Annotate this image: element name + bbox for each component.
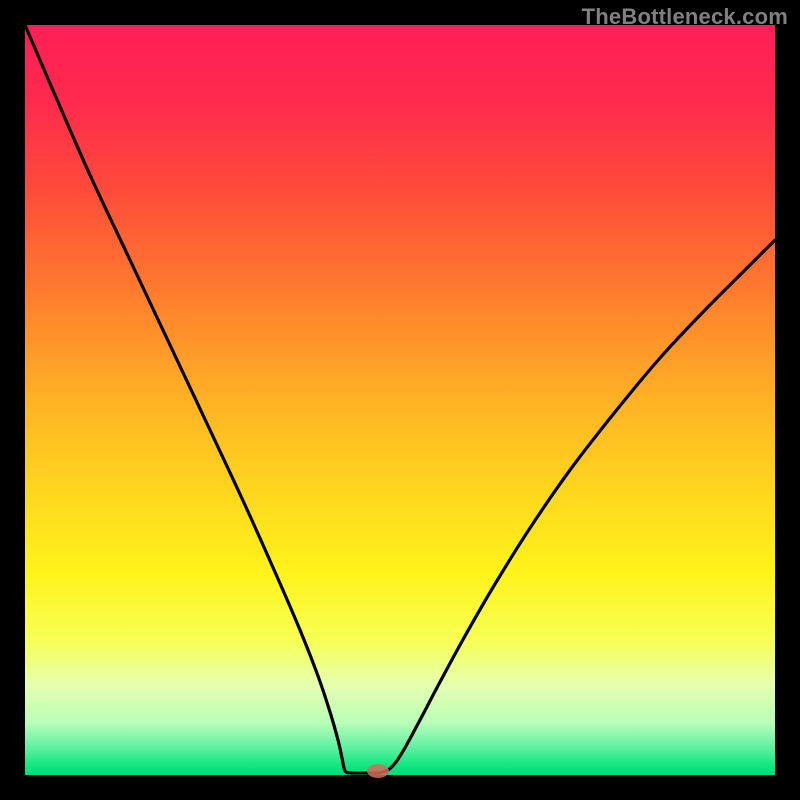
optimal-point-marker	[367, 764, 389, 778]
chart-container: TheBottleneck.com	[0, 0, 800, 800]
watermark-text: TheBottleneck.com	[582, 4, 788, 30]
chart-background	[25, 25, 775, 775]
bottleneck-chart	[0, 0, 800, 800]
